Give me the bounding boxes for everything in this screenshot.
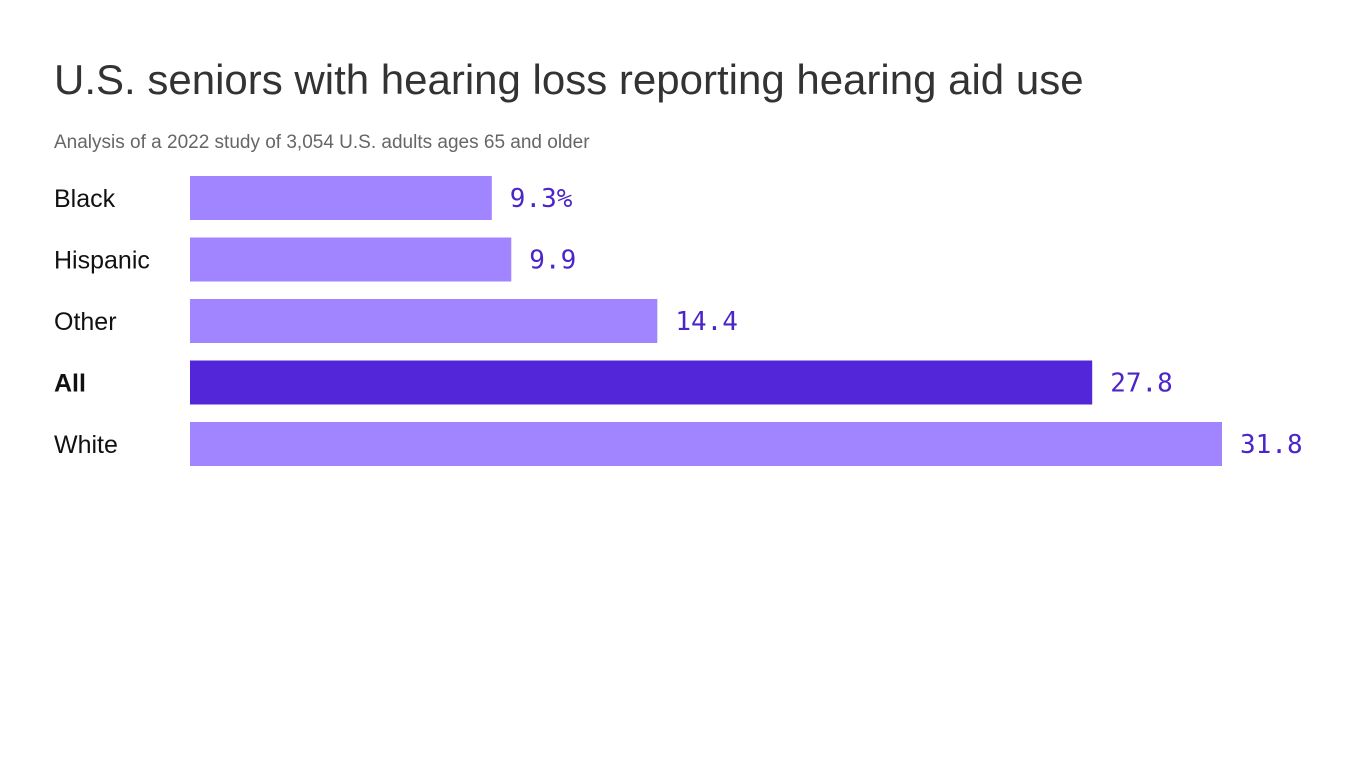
category-label-black: Black xyxy=(54,185,116,213)
value-label-hispanic: 9.9 xyxy=(529,246,576,276)
bar-black xyxy=(190,176,492,220)
category-label-all: All xyxy=(54,370,86,398)
bar-other xyxy=(190,299,658,343)
bar-white xyxy=(190,422,1222,466)
value-label-white: 31.8 xyxy=(1240,430,1303,460)
value-label-black: 9.3% xyxy=(510,184,573,214)
value-label-all: 27.8 xyxy=(1110,369,1173,399)
category-label-other: Other xyxy=(54,308,117,336)
chart-title: U.S. seniors with hearing loss reporting… xyxy=(54,56,1084,103)
category-label-hispanic: Hispanic xyxy=(54,247,150,275)
bar-hispanic xyxy=(190,237,512,282)
chart-subtitle: Analysis of a 2022 study of 3,054 U.S. a… xyxy=(54,132,590,153)
bar-all xyxy=(190,360,1093,405)
category-label-white: White xyxy=(54,431,118,459)
value-label-other: 14.4 xyxy=(675,307,738,337)
